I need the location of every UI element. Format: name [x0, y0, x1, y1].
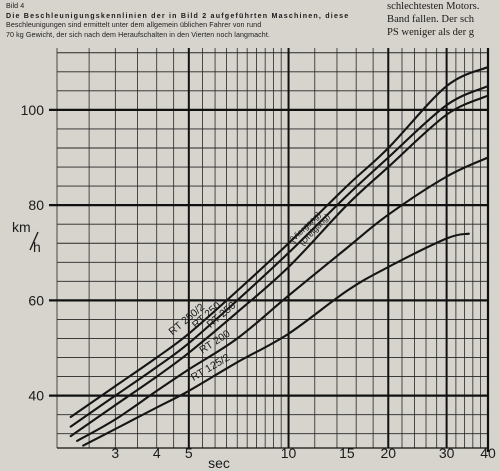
- x-tick-label: 20: [380, 445, 396, 461]
- y-tick-label: 100: [21, 102, 45, 118]
- y-axis-label-slash: [29, 231, 39, 251]
- series-line: [69, 65, 490, 419]
- article-line-3: PS weniger als der g: [387, 27, 475, 38]
- caption-line-2: Beschleunigungen sind ermittelt unter de…: [6, 21, 262, 30]
- article-line-1: schlechtesten Motors.: [387, 1, 480, 12]
- x-tick-label: 5: [185, 445, 193, 461]
- series-line: [76, 156, 490, 442]
- x-tick-label: 4: [153, 445, 161, 461]
- chart-axes: [49, 48, 490, 452]
- chart-series: [69, 65, 490, 447]
- series-line: [82, 232, 470, 447]
- caption-line-3: 70 kg Gewicht, der sich nach dem Heraufs…: [6, 30, 270, 39]
- caption-line-1: Die Beschleunigungskennlinien der in Bil…: [6, 11, 350, 20]
- article-line-2: Band fallen. Der sch: [387, 14, 475, 25]
- y-tick-label: 60: [28, 292, 44, 308]
- x-tick-label: 3: [111, 445, 119, 461]
- y-tick-label: 40: [28, 388, 44, 404]
- y-axis-label-top: km: [12, 219, 31, 235]
- x-axis-label: sec: [208, 455, 230, 471]
- series-line: [69, 94, 490, 438]
- figure-caption: Bild 4 Die Beschleunigungskennlinien der…: [6, 2, 366, 40]
- x-tick-label: 40: [480, 445, 496, 461]
- y-tick-label: 80: [28, 197, 44, 213]
- series-line: [69, 85, 490, 428]
- x-tick-label: 15: [339, 445, 355, 461]
- caption-label: Bild 4: [6, 2, 25, 10]
- adjacent-article-text: schlechtesten Motors. Band fallen. Der s…: [387, 0, 500, 39]
- y-axis-label-bottom: h: [33, 239, 41, 255]
- chart-grid: [56, 48, 489, 448]
- x-tick-label: 30: [439, 445, 455, 461]
- x-tick-label: 10: [281, 445, 297, 461]
